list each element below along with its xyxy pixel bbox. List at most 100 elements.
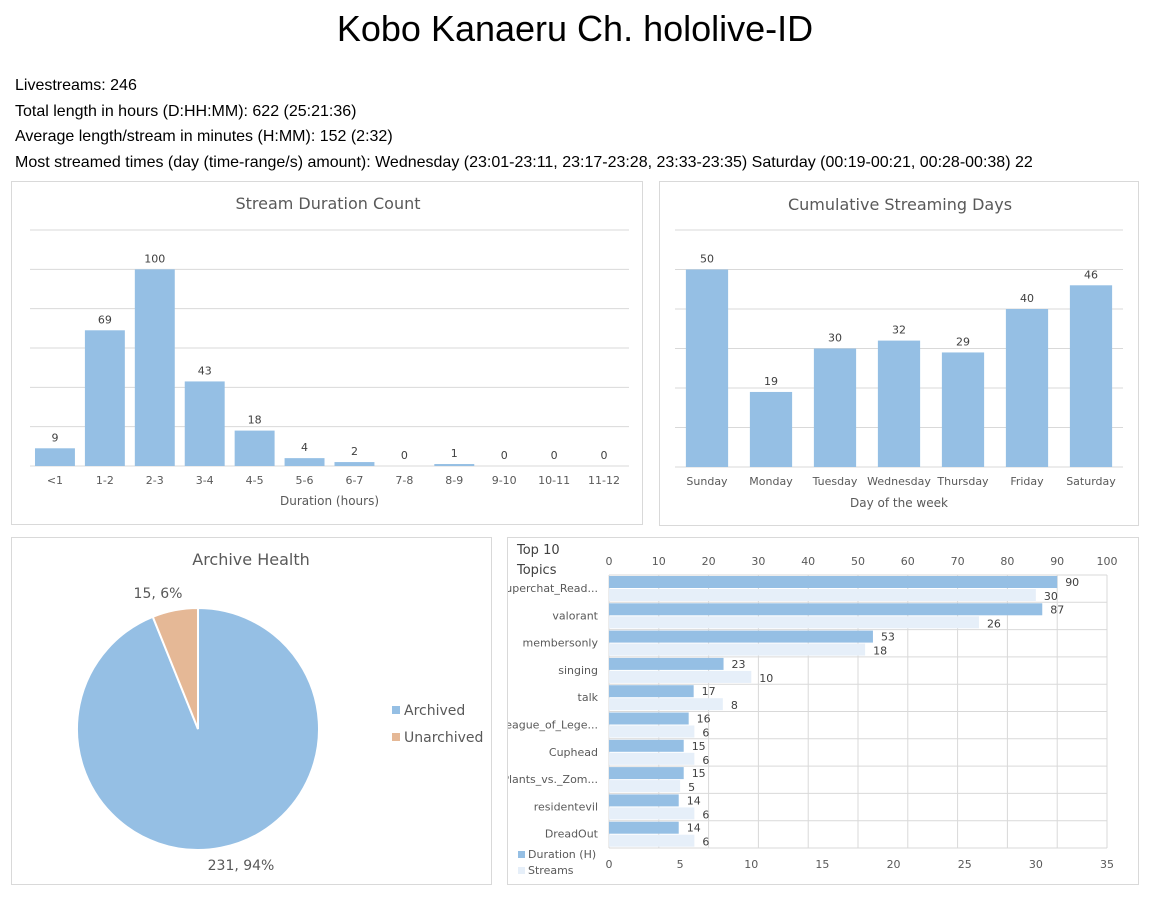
bottom-axis-tick: 5 xyxy=(677,858,684,871)
data-label: 6 xyxy=(702,836,709,849)
bar-3-4 xyxy=(184,381,225,466)
bar-duration-singing xyxy=(609,657,724,670)
top-topics-chart: Top 10 Topics 0 10 20 30 40 50 60 70 80 90 100 0 5 10 15… xyxy=(507,537,1139,885)
data-label: 53 xyxy=(881,631,895,644)
data-label: 30 xyxy=(1044,590,1058,603)
bar-streams-Cuphead xyxy=(609,752,695,765)
legend-entry: Archived xyxy=(404,703,465,719)
bar-Thursday xyxy=(941,352,985,467)
top-axis-tick: 10 xyxy=(652,555,666,568)
bottom-axis-tick: 35 xyxy=(1100,858,1114,871)
y-tick-label: talk xyxy=(578,691,599,704)
bar-5-6 xyxy=(284,458,325,466)
y-tick-label: singing xyxy=(558,664,598,677)
bar-8-9 xyxy=(434,464,475,466)
bar-streams-singing xyxy=(609,670,752,683)
x-tick-label: 4-5 xyxy=(246,474,264,487)
data-label: 26 xyxy=(987,617,1001,630)
data-label: 6 xyxy=(702,808,709,821)
x-tick-label: 7-8 xyxy=(395,474,413,487)
data-label: 14 xyxy=(687,822,701,835)
x-tick-label: 5-6 xyxy=(296,474,314,487)
legend-swatch xyxy=(392,733,400,741)
x-tick-label: 3-4 xyxy=(196,474,214,487)
y-tick-label: DreadOut xyxy=(545,828,599,841)
data-label: 18 xyxy=(248,414,262,427)
top-axis-tick: 80 xyxy=(1000,555,1014,568)
data-label: 6 xyxy=(702,727,709,740)
x-tick-label: 2-3 xyxy=(146,474,164,487)
bar-duration-talk xyxy=(609,685,694,698)
data-label: 5 xyxy=(688,781,695,794)
data-label: 15 xyxy=(692,740,706,753)
bar-Monday xyxy=(749,391,793,467)
data-label: 0 xyxy=(501,449,508,462)
top-axis-tick: 0 xyxy=(606,555,613,568)
top-axis-tick: 90 xyxy=(1050,555,1064,568)
legend-swatch xyxy=(518,851,525,858)
x-tick-label: Saturday xyxy=(1066,475,1116,488)
page-title: Kobo Kanaeru Ch. hololive-ID xyxy=(336,8,814,49)
x-tick-label: 9-10 xyxy=(492,474,517,487)
bar-duration-League_of_Lege... xyxy=(609,712,689,725)
data-label: 14 xyxy=(687,794,701,807)
bar-duration-Cuphead xyxy=(609,739,684,752)
streaming-days-chart: Cumulative Streaming Days 50 Sunday 19 Monda… xyxy=(659,181,1139,526)
legend-entry: Unarchived xyxy=(404,730,483,746)
data-label: 19 xyxy=(764,375,778,388)
legend-entry: Duration (H) xyxy=(528,848,596,861)
duration-count-svg: Stream Duration Count9<1691-21002-3433-4… xyxy=(30,194,629,508)
x-tick-label: 6-7 xyxy=(345,474,363,487)
data-label: 69 xyxy=(98,313,112,326)
top-axis-tick: 20 xyxy=(702,555,716,568)
x-tick-label: Thursday xyxy=(936,475,989,488)
y-tick-label: membersonly xyxy=(523,637,599,650)
bottom-axis-tick: 0 xyxy=(606,858,613,871)
data-label: 29 xyxy=(956,335,970,348)
bottom-axis-tick: 25 xyxy=(958,858,972,871)
y-tick-label: residentevil xyxy=(534,800,598,813)
data-label: 18 xyxy=(873,645,887,658)
bar-streams-Superchat_Read... xyxy=(609,589,1036,601)
bar-streams-valorant xyxy=(609,616,979,629)
x-tick-label: 1-2 xyxy=(96,474,114,487)
bar-Sunday xyxy=(685,269,729,467)
bottom-axis-tick: 15 xyxy=(815,858,829,871)
bottom-axis-tick: 20 xyxy=(887,858,901,871)
top-axis-tick: 100 xyxy=(1097,555,1118,568)
data-label: 32 xyxy=(892,324,906,337)
data-label: 10 xyxy=(759,672,773,685)
bar-Tuesday xyxy=(813,348,857,467)
data-label: 0 xyxy=(551,449,558,462)
bottom-axis-tick: 10 xyxy=(744,858,758,871)
bar-duration-residentevil xyxy=(609,794,679,807)
legend-swatch xyxy=(518,867,525,874)
pie-slice-Unarchived xyxy=(151,606,199,730)
x-tick-label: Friday xyxy=(1010,475,1044,488)
x-tick-label: 11-12 xyxy=(588,474,620,487)
bar-1-2 xyxy=(84,330,125,466)
bottom-axis-tick: 30 xyxy=(1029,858,1043,871)
data-label: 9 xyxy=(51,431,58,444)
streaming-days-svg: Cumulative Streaming Days 50 Sunday 19 Monda… xyxy=(675,195,1123,510)
bar-streams-DreadOut xyxy=(609,834,695,847)
bar-streams-membersonly xyxy=(609,643,866,656)
y-tick-label: Cuphead xyxy=(549,746,598,759)
x-axis-label: Day of the week xyxy=(850,496,948,510)
top-axis-tick: 50 xyxy=(851,555,865,568)
archive-health-svg: Archive Health 231, 94% 15, 6% Archived Unar… xyxy=(76,550,483,874)
data-label: 100 xyxy=(144,252,165,265)
x-axis-label: Duration (hours) xyxy=(280,494,379,508)
bar-Wednesday xyxy=(877,340,921,467)
chart-title: Cumulative Streaming Days xyxy=(788,195,1012,214)
data-label: 2 xyxy=(351,445,358,458)
data-label: 46 xyxy=(1084,268,1098,281)
x-tick-label: Monday xyxy=(749,475,793,488)
chart-title: Top 10 xyxy=(516,543,560,558)
x-tick-label: Tuesday xyxy=(812,475,858,488)
data-label: 8 xyxy=(731,699,738,712)
top-axis-tick: 30 xyxy=(751,555,765,568)
bar-Saturday xyxy=(1069,285,1113,467)
bar-duration-Plants_vs._Zom... xyxy=(609,767,684,780)
stats-block: Livestreams: 246 Total length in hours (… xyxy=(15,73,1033,176)
